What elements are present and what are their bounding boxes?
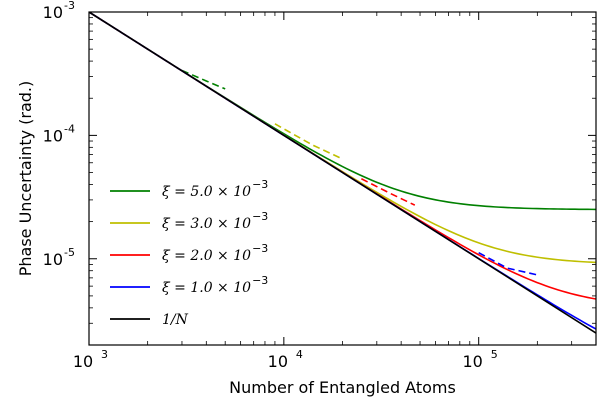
y-tick-label: 10 <box>43 126 63 145</box>
x-tick-label: 10 <box>73 352 93 371</box>
series-line-xi-0p005 <box>89 12 596 209</box>
legend-label-exponent: −3 <box>252 242 268 255</box>
y-tick-exponent: -4 <box>64 122 75 135</box>
y-tick-label: 10 <box>43 250 63 269</box>
legend-label-xi-0p001: ξ = 1.0 × 10 <box>162 280 251 296</box>
x-tick-label: 10 <box>463 352 483 371</box>
y-tick-exponent: -5 <box>64 246 75 259</box>
x-tick-label: 10 <box>268 352 288 371</box>
series-dashed-xi-0p003 <box>275 124 343 159</box>
y-axis-label: Phase Uncertainty (rad.) <box>16 81 35 277</box>
y-tick-label: 10 <box>43 3 63 22</box>
x-tick-exponent: 5 <box>491 348 498 361</box>
legend-label-xi-0p002: ξ = 2.0 × 10 <box>162 248 251 264</box>
legend: ξ = 5.0 × 10 −3ξ = 3.0 × 10 −3ξ = 2.0 × 10… <box>110 178 268 328</box>
legend-label-exponent: −3 <box>252 274 268 287</box>
x-tick-exponent: 3 <box>101 348 108 361</box>
legend-label-exponent: −3 <box>252 210 268 223</box>
y-tick-exponent: -3 <box>64 0 75 12</box>
legend-label-xi-0p005: ξ = 5.0 × 10 <box>162 184 251 200</box>
x-tick-exponent: 4 <box>296 348 303 361</box>
axis-ticks: 10 3 10 4 10 510 -310 -410 -5 <box>43 0 596 371</box>
x-axis-label: Number of Entangled Atoms <box>229 378 456 397</box>
legend-label-xi-0p003: ξ = 3.0 × 10 <box>162 216 251 232</box>
legend-label-exponent: −3 <box>252 178 268 191</box>
series-dashed-xi-0p005 <box>182 70 225 88</box>
legend-label-one-over-n: 1/N <box>162 312 189 328</box>
